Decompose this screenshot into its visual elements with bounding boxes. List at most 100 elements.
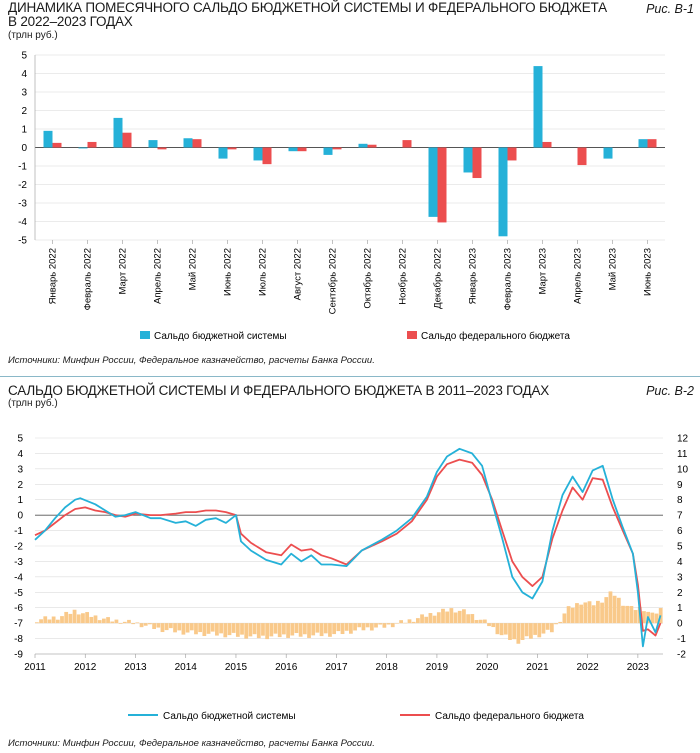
chart1-x-tick-label: Ноябрь 2022	[398, 248, 409, 305]
diff-bar	[562, 613, 567, 624]
bar-federal	[52, 142, 62, 148]
diff-bar	[449, 608, 454, 624]
chart1-x-tick-label: Январь 2022	[48, 248, 59, 304]
bar-federal	[122, 132, 132, 148]
diff-bar	[466, 614, 470, 624]
chart1-title-line2: В 2022–2023 ГОДАХ	[8, 14, 133, 29]
diff-bar	[428, 613, 433, 624]
diff-bar	[64, 611, 69, 624]
diff-bar	[344, 623, 349, 631]
bar-budget-system	[533, 66, 543, 148]
diff-bar	[47, 619, 52, 624]
diff-bar	[231, 623, 236, 633]
diff-bar	[97, 620, 102, 624]
diff-bar	[131, 623, 136, 625]
diff-bar	[566, 606, 571, 624]
chart1-x-tick-label: Апрель 2022	[153, 248, 164, 304]
bar-budget-system	[463, 147, 473, 173]
diff-bar	[482, 619, 487, 624]
diff-bar	[541, 623, 546, 634]
diff-bar	[181, 623, 186, 635]
diff-bar	[85, 612, 90, 624]
diff-bar	[629, 606, 634, 624]
chart2-y2-tick-label: 12	[677, 434, 689, 445]
chart2-x-tick-label: 2012	[74, 662, 97, 673]
diff-bar	[533, 623, 537, 635]
diff-bar	[554, 623, 558, 625]
chart1-y-ticks: -5 -4 -3 -2 -1 0 1 2 3 4 5	[18, 51, 27, 247]
diff-bar	[529, 623, 533, 639]
chart1-x-tick-label: Март 2022	[118, 248, 129, 295]
diff-bar	[503, 623, 508, 635]
diff-bar	[491, 623, 496, 628]
chart2-x-tick-label: 2020	[476, 662, 499, 673]
chart1-gridlines	[34, 54, 665, 241]
diff-bar	[420, 614, 424, 624]
diff-bar	[148, 623, 152, 625]
chart2-y2-tick-label: 4	[677, 557, 683, 568]
chart1-fig-label: Рис. В-1	[646, 2, 694, 16]
diff-bar	[516, 623, 521, 644]
diff-bar	[436, 612, 441, 624]
chart2-x-tick-label: 2017	[325, 662, 348, 673]
diff-bar	[499, 623, 504, 636]
diff-bar	[487, 623, 491, 627]
diff-bar	[265, 623, 270, 640]
diff-bar	[621, 605, 625, 624]
bar-budget-system	[78, 147, 88, 149]
diff-bar	[189, 623, 194, 631]
chart2-y-tick-label: -7	[14, 619, 23, 630]
diff-bar	[378, 623, 383, 625]
diff-bar	[642, 611, 646, 624]
chart2-y-tick-label: 2	[17, 480, 23, 491]
bar-federal	[157, 147, 167, 150]
chart2-x-tick-label: 2019	[426, 662, 449, 673]
diff-bar	[407, 619, 412, 624]
diff-bar	[143, 623, 148, 626]
diff-bar	[227, 623, 232, 636]
bar-federal	[647, 139, 657, 148]
chart1-source: Источники: Минфин России, Федеральное ка…	[8, 355, 375, 366]
diff-bar	[51, 616, 56, 624]
diff-bar	[286, 623, 290, 638]
bar-federal	[192, 139, 202, 148]
chart2-y2-tick-label: 8	[677, 495, 683, 506]
diff-bar	[248, 623, 253, 637]
chart1-y-tick-label: 2	[21, 106, 27, 117]
bar-federal	[227, 147, 237, 150]
chart1-x-ticks: Январь 2022 Февраль 2022 Март 2022 Апрель 2…	[48, 240, 654, 314]
diff-bar	[252, 623, 257, 635]
diff-bar	[72, 609, 77, 624]
diff-bar	[294, 623, 299, 634]
bar-federal	[262, 147, 272, 165]
diff-bar	[244, 623, 249, 639]
diff-bar	[361, 623, 366, 631]
chart1-x-tick-label: Май 2023	[608, 248, 619, 290]
diff-bar	[106, 617, 110, 624]
diff-bar	[508, 623, 512, 640]
diff-bar	[282, 623, 286, 635]
chart2-y-tick-label: -4	[14, 572, 23, 583]
bar-budget-system	[113, 117, 123, 148]
diff-bar	[537, 623, 542, 638]
chart1-title-line1: ДИНАМИКА ПОМЕСЯЧНОГО САЛЬДО БЮДЖЕТНОЙ СИ…	[8, 0, 607, 15]
chart1-x-tick-label: Июнь 2022	[223, 248, 234, 296]
diff-bar	[390, 623, 395, 628]
chart2-y2-tick-label: 1	[677, 603, 683, 614]
diff-bar	[616, 597, 621, 624]
diff-bar	[462, 609, 466, 624]
diff-bar	[210, 623, 215, 632]
chart2-y-ticks: -9 -8 -7 -6 -5 -4 -3 -2 -1 0 1 2 3 4 5	[14, 434, 23, 661]
chart2-x-ticks: 2011 2012 2013 2014 2015 2016 2017 2018 2019 2020…	[24, 654, 649, 673]
diff-bar	[298, 623, 303, 637]
diff-bar	[68, 613, 73, 624]
diff-bar	[374, 623, 378, 628]
chart2-y2-tick-label: 2	[677, 588, 683, 599]
chart1-y-tick-label: -2	[18, 180, 27, 191]
chart2-y-tick-label: -3	[14, 557, 23, 568]
chart1-x-tick-label: Октябрь 2022	[363, 248, 374, 309]
diff-bar	[315, 623, 320, 633]
chart1-y-tick-label: -3	[18, 199, 27, 210]
diff-bar	[453, 612, 458, 624]
diff-bar	[336, 623, 341, 632]
